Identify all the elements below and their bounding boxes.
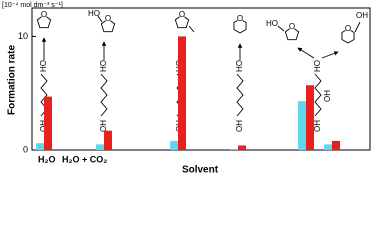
atom-mask bbox=[345, 26, 351, 32]
ring bbox=[233, 18, 247, 34]
bond bbox=[277, 25, 285, 32]
atom-label: HO bbox=[235, 60, 244, 72]
bar bbox=[96, 144, 104, 150]
atom-mask bbox=[41, 12, 47, 18]
bond bbox=[354, 21, 361, 33]
bar bbox=[104, 130, 112, 150]
ring bbox=[341, 28, 355, 44]
plot-frame bbox=[31, 7, 371, 151]
bar bbox=[324, 144, 332, 150]
atom-label: OH bbox=[313, 120, 322, 132]
arrow bbox=[321, 51, 339, 59]
ring bbox=[36, 14, 52, 29]
legend-label: H₂O bbox=[38, 154, 56, 164]
atom-label: O bbox=[41, 10, 47, 19]
y-tick-label: 0 bbox=[23, 144, 28, 154]
page: {"chart_data": { "type": "bar", "y_label… bbox=[2, 1, 371, 176]
atom-label: O bbox=[237, 14, 243, 23]
atom-label: HO bbox=[266, 19, 278, 28]
ring bbox=[284, 26, 300, 41]
bar bbox=[230, 148, 238, 150]
bar bbox=[170, 140, 178, 150]
atom-label: HO bbox=[99, 60, 108, 72]
structures: OHOOOOHOOOOHHOOHHOOHHOOHHOOHHOOHOH bbox=[36, 9, 368, 132]
chart: [10⁻⁴ mol dm⁻³ s⁻¹] Formation rate Solve… bbox=[2, 2, 371, 176]
atom-mask bbox=[105, 16, 111, 22]
bar bbox=[332, 140, 340, 150]
chain bbox=[236, 73, 244, 117]
y-tick-label: 10 bbox=[18, 31, 28, 41]
chain bbox=[100, 73, 108, 117]
atom-label: O bbox=[179, 10, 185, 19]
atom-label: O bbox=[289, 22, 295, 31]
bar bbox=[298, 101, 306, 150]
atom-label: OH bbox=[39, 120, 48, 132]
atom-label: HO bbox=[313, 60, 322, 72]
bar bbox=[44, 96, 52, 150]
atom-mask bbox=[237, 16, 243, 22]
bar bbox=[178, 36, 186, 150]
legend-label: H₂O + CO₂ bbox=[62, 154, 107, 164]
bond bbox=[97, 15, 103, 23]
atom-mask bbox=[289, 24, 295, 30]
atom-label: O bbox=[105, 14, 111, 23]
ring bbox=[100, 18, 116, 33]
bond bbox=[188, 25, 195, 33]
atom-label: O bbox=[345, 24, 351, 33]
atom-label: OH bbox=[356, 11, 368, 20]
atom-mask bbox=[179, 12, 185, 18]
ring bbox=[174, 14, 190, 29]
chain bbox=[314, 73, 322, 117]
y-axis-label: Formation rate bbox=[7, 45, 18, 115]
x-axis-label: Solvent bbox=[182, 165, 219, 176]
bar bbox=[36, 143, 44, 150]
atom-label: HO bbox=[88, 9, 100, 18]
atom-label: OH bbox=[235, 120, 244, 132]
arrow bbox=[297, 47, 315, 59]
atom-label: OH bbox=[99, 120, 108, 132]
bar bbox=[306, 85, 314, 150]
bar bbox=[238, 145, 246, 150]
atom-label: OH bbox=[323, 90, 332, 102]
y-unit: [10⁻⁴ mol dm⁻³ s⁻¹] bbox=[2, 2, 63, 9]
atom-label: HO bbox=[39, 60, 48, 72]
